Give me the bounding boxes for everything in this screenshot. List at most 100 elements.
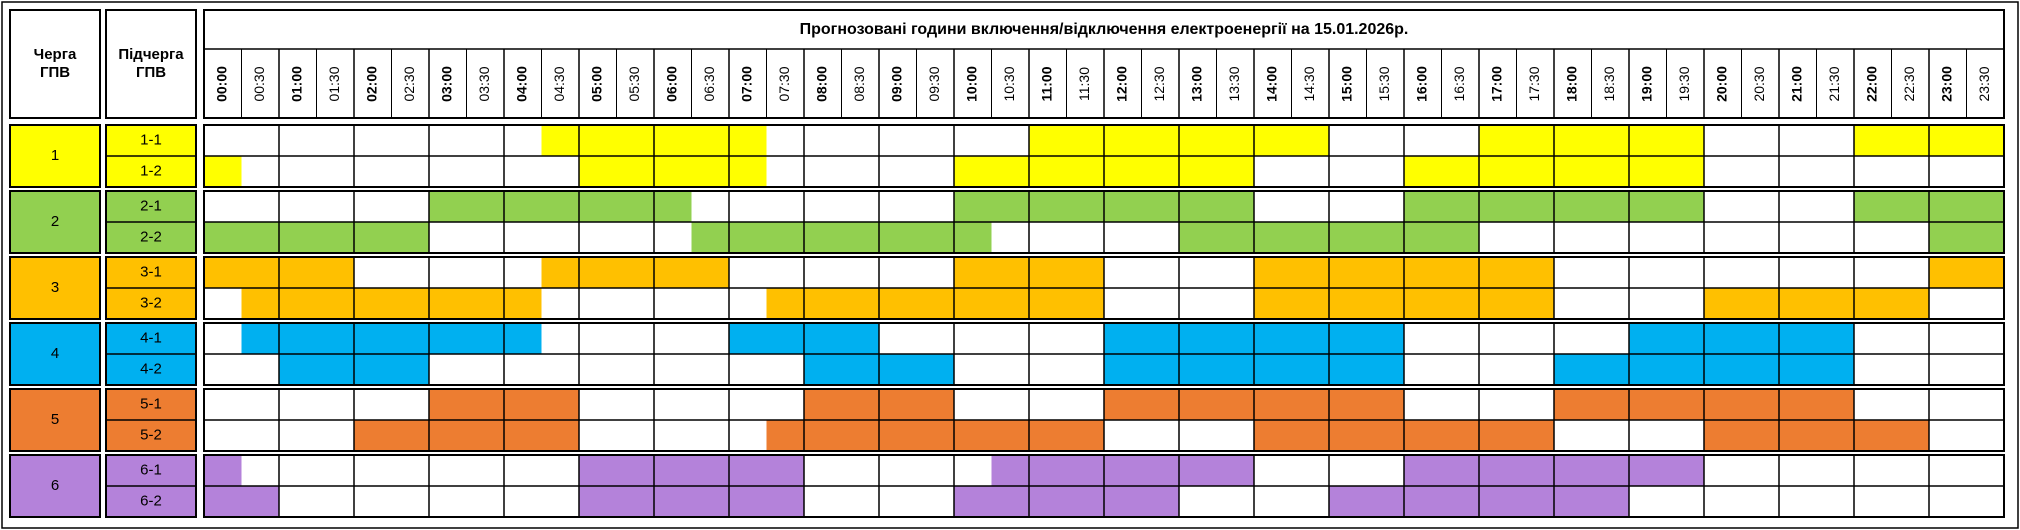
slot-cell [991,486,1030,517]
slot-cell [504,257,542,288]
slot-cell [1366,222,1405,253]
slot-cell [1854,354,1892,385]
slot-cell [1891,191,1930,222]
time-label: 00:30 [251,66,267,101]
subqueue-label: 5-2 [140,426,162,443]
subqueue-label: 2-2 [140,228,162,245]
slot-cell [204,125,242,156]
queue-cell [9,454,101,518]
slot-cell [1104,389,1142,420]
slot-cell [1929,354,1967,385]
slot-cell [279,125,317,156]
slot-cell [691,288,730,319]
slot-cell [916,156,955,187]
slot-cell [691,389,730,420]
time-label: 05:00 [588,66,604,102]
slot-cell [1891,389,1930,420]
slot-cell [691,222,730,253]
slot-cell [204,420,242,451]
slot-cell [1591,389,1630,420]
slot-cell [1066,455,1105,486]
slot-cell [279,486,317,517]
slot-cell [1704,389,1742,420]
slot-cell [841,420,880,451]
slot-cell [1441,191,1480,222]
slot-cell [241,455,280,486]
slot-cell [1554,389,1592,420]
slot-cell [729,389,767,420]
slot-cell [616,354,655,385]
slot-cell [804,191,842,222]
slot-cell [466,288,505,319]
slot-cell [1629,288,1667,319]
slot-cell [1741,191,1780,222]
slot-cell [1441,323,1480,354]
slot-cell [729,191,767,222]
slot-cell [241,288,280,319]
slot-cell [1966,156,2005,187]
subqueue-header: Підчерга ГПВ [118,46,184,81]
slot-cell [541,125,580,156]
slot-cell [1554,222,1592,253]
time-label: 13:00 [1188,66,1204,102]
slot-cell [1929,191,1967,222]
slot-cell [1366,354,1405,385]
slot-cell [654,257,692,288]
slot-cell [616,191,655,222]
slot-cell [1366,420,1405,451]
slot-cell [1479,222,1517,253]
slot-cell [766,486,805,517]
slot-cell [1141,257,1180,288]
slot-cell [991,191,1030,222]
slot-cell [1891,420,1930,451]
slot-cell [1029,455,1067,486]
slot-cell [429,125,467,156]
time-label: 18:00 [1563,66,1579,102]
slot-cell [1891,222,1930,253]
slot-cell [1816,156,1855,187]
slot-cell [1966,125,2005,156]
queue-cell [9,124,101,188]
slot-cell [1929,288,1967,319]
slot-cell [391,156,430,187]
slot-cell [729,455,767,486]
slot-cell [954,420,992,451]
slot-cell [804,288,842,319]
slot-cell [1329,191,1367,222]
slot-cell [429,257,467,288]
slot-cell [879,420,917,451]
slot-cell [1254,323,1292,354]
slot-cell [1591,354,1630,385]
subqueue-label: 5-1 [140,395,162,412]
slot-cell [616,323,655,354]
slot-cell [841,288,880,319]
time-label: 16:00 [1413,66,1429,102]
slot-cell [241,222,280,253]
slot-cell [1816,125,1855,156]
slot-cell [316,323,355,354]
slot-cell [879,288,917,319]
slot-cell [916,323,955,354]
slot-cell [1741,288,1780,319]
slot-cell [1966,486,2005,517]
slot-cell [1966,455,2005,486]
slot-cell [879,191,917,222]
slot-cell [1291,486,1330,517]
slot-cell [1629,389,1667,420]
slot-cell [1329,323,1367,354]
slot-cell [1104,125,1142,156]
slot-cell [1591,420,1630,451]
slot-cell [1254,125,1292,156]
slot-cell [1666,222,1705,253]
slot-cell [391,420,430,451]
slot-cell [391,354,430,385]
slot-cell [1404,191,1442,222]
slot-cell [1516,156,1555,187]
slot-cell [616,420,655,451]
queue-label: 2 [51,213,59,230]
slot-cell [541,222,580,253]
slot-cell [1029,125,1067,156]
slot-cell [1554,323,1592,354]
